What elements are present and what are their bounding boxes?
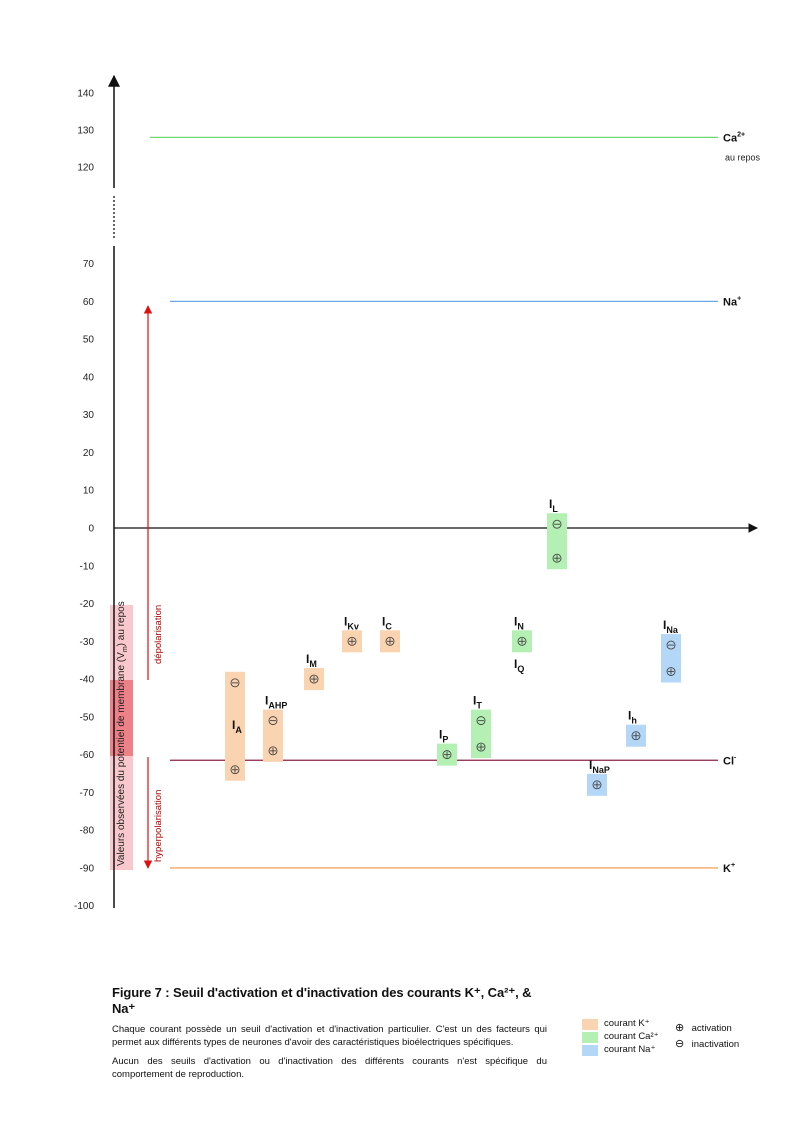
- current-label-p: IP: [439, 728, 448, 745]
- resting-core-band: [110, 680, 133, 756]
- y-tick-label: -10: [80, 561, 95, 572]
- activation-icon: [268, 746, 278, 756]
- current-label-na: INa: [663, 618, 679, 635]
- y-tick-label: 130: [77, 126, 94, 137]
- current-label-q: IQ: [514, 657, 524, 674]
- inactivation-label: inactivation: [691, 1039, 740, 1050]
- activation-label: activation: [691, 1023, 732, 1034]
- y-ticks-lower: 70 60 50 40 30 20 10 0 -10 -20 -30 -40 -50 -60 -70 -80 -…: [74, 259, 94, 912]
- current-box-l: [547, 513, 567, 570]
- legend-swatch-k: [582, 1019, 598, 1030]
- caption-title: Figure 7 : Seuil d'activation et d'inact…: [112, 985, 532, 1016]
- ion-label-k: K+: [723, 862, 735, 875]
- y-tick-label: -20: [80, 599, 95, 610]
- y-tick-label: -30: [80, 637, 95, 648]
- legend-swatch-ca: [582, 1032, 598, 1043]
- current-box-a: [225, 671, 245, 781]
- ion-label-cl: Cl-: [723, 754, 737, 767]
- legend-label-ca: courant Ca²⁺: [604, 1031, 659, 1042]
- y-tick-label: 10: [83, 486, 95, 497]
- current-label-l: IL: [549, 497, 558, 514]
- inactivation-icon: [666, 640, 676, 650]
- ion-label-na: Na+: [723, 295, 741, 308]
- activation-icon: [476, 742, 486, 752]
- current-label-n: IN: [514, 614, 524, 631]
- y-ticks-upper: 140 130 120: [77, 89, 94, 174]
- y-axis-label: Valeurs observées du potentiel de membra…: [116, 601, 129, 866]
- legend-inactivation: ⊖ inactivation: [675, 1037, 739, 1050]
- legend-label-k: courant K⁺: [604, 1018, 650, 1029]
- activation-icon: [309, 674, 319, 684]
- activation-icon: ⊕: [675, 1022, 685, 1034]
- hyperpolarisation-label: hyperpolarisation: [153, 790, 164, 862]
- caption-paragraph-2: Aucun des seuils d'activation ou d'inact…: [112, 1056, 547, 1080]
- inactivation-icon: ⊖: [675, 1038, 685, 1050]
- inactivation-icon: [268, 716, 278, 726]
- inactivation-icon: [476, 716, 486, 726]
- current-label-kv: IKv: [344, 614, 359, 631]
- current-label-a: IA: [232, 718, 242, 735]
- y-tick-label: 50: [83, 335, 95, 346]
- caption-paragraph-1: Chaque courant possède un seuil d'activa…: [112, 1024, 547, 1048]
- y-tick-label: 30: [83, 410, 95, 421]
- current-label-ahp: IAHP: [265, 694, 287, 711]
- current-label-c: IC: [382, 614, 392, 631]
- current-label-t: IT: [473, 694, 482, 711]
- activation-icon: [442, 750, 452, 760]
- y-tick-label: 0: [88, 524, 94, 535]
- y-tick-label: 120: [77, 163, 94, 174]
- current-label-m: IM: [306, 652, 317, 669]
- activation-icon: [552, 553, 562, 563]
- inactivation-icon: [230, 678, 240, 688]
- activation-icon: [385, 636, 395, 646]
- current-box-t: [471, 709, 491, 759]
- membrane-potential-diagram: 140 130 120 70 60 50 40 30 20 10 0 -10 -20 -30 -40 -50…: [74, 74, 761, 912]
- y-tick-label: -60: [80, 750, 95, 761]
- y-tick-label: -90: [80, 863, 95, 874]
- depolarisation-label: dépolarisation: [153, 605, 164, 664]
- activation-icon: [631, 731, 641, 741]
- y-tick-label: -80: [80, 826, 95, 837]
- y-tick-label: -70: [80, 788, 95, 799]
- current-label-h: Ih: [628, 709, 637, 726]
- activation-icon: [347, 636, 357, 646]
- ion-label-ca: Ca2+: [723, 131, 745, 144]
- y-tick-label: 20: [83, 448, 95, 459]
- y-tick-label: 60: [83, 297, 95, 308]
- y-tick-label: 70: [83, 259, 95, 270]
- y-tick-label: 40: [83, 372, 95, 383]
- activation-icon: [517, 636, 527, 646]
- y-tick-label: 140: [77, 89, 94, 100]
- activation-icon: [666, 667, 676, 676]
- y-tick-label: -50: [80, 712, 95, 723]
- activation-icon: [592, 780, 602, 790]
- y-tick-label: -100: [74, 901, 94, 912]
- y-tick-label: -40: [80, 675, 95, 686]
- ion-note: au repos: [725, 152, 761, 162]
- legend-activation: ⊕ activation: [675, 1021, 732, 1034]
- current-box-na: [661, 634, 681, 683]
- legend-swatch-na: [582, 1045, 598, 1056]
- legend-label-na: courant Na⁺: [604, 1044, 656, 1055]
- current-label-nap: INaP: [589, 758, 610, 775]
- figure-caption: Figure 7 : Seuil d'activation et d'inact…: [112, 985, 547, 1087]
- activation-icon: [230, 765, 240, 775]
- current-thresholds: IA IAHP IM IKv IC IL IN IQ IP IT INaP Ih INa: [225, 497, 681, 796]
- inactivation-icon: [552, 519, 562, 529]
- current-box-ahp: [263, 709, 283, 762]
